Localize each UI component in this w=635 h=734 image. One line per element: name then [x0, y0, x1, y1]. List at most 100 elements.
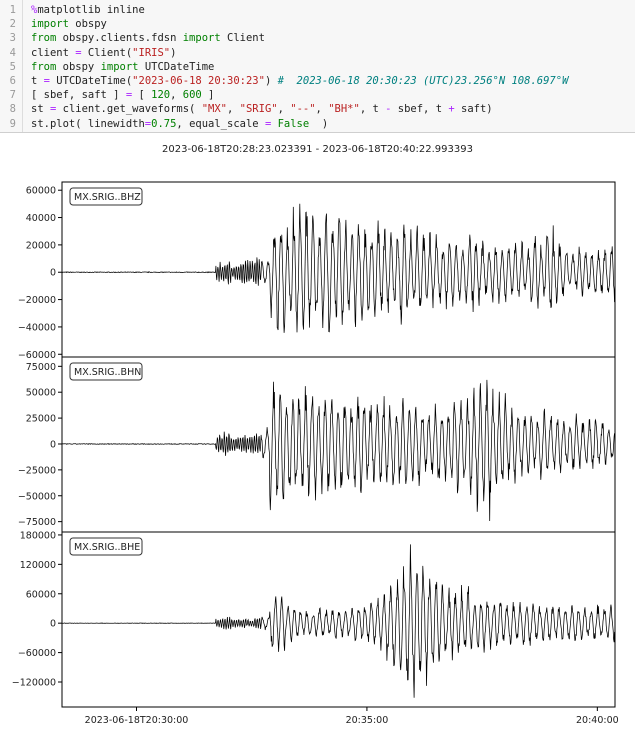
code-token: t — [31, 75, 44, 87]
y-tick-label: −75000 — [18, 517, 56, 528]
line-number-gutter — [0, 0, 23, 132]
code-token: client — [31, 46, 76, 59]
code-token: ) — [309, 117, 329, 130]
code-line[interactable]: 2 import obspy — [0, 17, 107, 32]
code-line[interactable]: 8 st = client.get_waveforms( "MX", "SRIG"… — [0, 102, 493, 117]
axes-frame — [61, 531, 616, 708]
code-token: import — [31, 18, 69, 31]
code-token: from — [31, 60, 57, 73]
y-tick-label: −20000 — [18, 295, 56, 306]
line-number: 3 — [9, 32, 16, 45]
code-token: import — [182, 32, 221, 45]
code-token: % — [31, 4, 38, 16]
code-token: = — [49, 103, 57, 116]
line-number: 7 — [9, 89, 16, 102]
code-token: + — [448, 103, 455, 116]
code-token: st.plot( linewidth — [31, 117, 145, 130]
code-line[interactable]: 5 from obspy import UTCDateTime — [0, 60, 215, 75]
code-token: ) — [264, 75, 278, 87]
code-token: [ — [132, 89, 152, 102]
y-tick-label: 120000 — [20, 560, 56, 571]
x-tick-label: 20:35:00 — [346, 715, 389, 726]
code-token: = — [264, 117, 272, 130]
axes-frame — [61, 181, 616, 358]
x-tick-label: 2023-06-18T20:30:00 — [85, 715, 189, 726]
trace-panel: 75000 50000 25000 0 −25000 −50000 −75000 MX.SRI… — [18, 356, 616, 533]
line-number: 2 — [9, 18, 16, 31]
y-tick-label: −25000 — [18, 465, 56, 476]
code-token: , — [277, 103, 291, 116]
y-tick-label: 50000 — [26, 388, 56, 399]
code-token: obspy — [56, 60, 101, 73]
code-line[interactable]: 1 %matplotlib inline — [0, 3, 145, 18]
y-tick-label: 60000 — [26, 186, 56, 197]
code-line[interactable]: 4 client = Client("IRIS") — [0, 46, 177, 61]
trace-panel: 180000 120000 60000 0 −60000 −120000 MX.SRIG..… — [12, 530, 616, 708]
line-number: 1 — [9, 4, 16, 16]
waveform-trace — [61, 203, 615, 333]
code-token: "MX" — [201, 103, 227, 116]
code-token: , — [170, 89, 183, 102]
code-token: UTCDateTime( — [49, 75, 133, 87]
y-tick-label: 0 — [50, 619, 56, 630]
code-line[interactable]: 9 st.plot( linewidth=0.75, equal_scale = … — [0, 117, 329, 132]
y-tick-label: 180000 — [20, 530, 56, 541]
trace-label: MX.SRIG..BHE — [74, 542, 140, 553]
code-token: , t — [359, 103, 386, 116]
y-tick-label: 0 — [50, 268, 56, 279]
code-token: UTCDateTime — [138, 60, 215, 73]
y-tick-label: 60000 — [26, 589, 56, 600]
y-tick-label: −60000 — [18, 648, 56, 659]
code-token: , — [227, 103, 240, 116]
code-token: client.get_waveforms( — [56, 103, 202, 116]
y-tick-label: 40000 — [26, 213, 56, 224]
code-token: = — [125, 89, 133, 102]
code-token: 600 — [182, 89, 202, 102]
code-token: 120 — [151, 89, 171, 102]
code-line[interactable]: 7 [ sbef, saft ] = [ 120, 600 ] — [0, 88, 215, 103]
code-token: saft) — [454, 103, 493, 116]
y-tick-label: −50000 — [18, 491, 56, 502]
y-tick-label: −60000 — [18, 350, 56, 361]
line-number: 9 — [9, 117, 16, 130]
code-token: ) — [170, 46, 177, 59]
trace-label: MX.SRIG..BHZ — [74, 192, 141, 203]
code-token: - — [385, 103, 392, 116]
line-number: 5 — [9, 60, 16, 73]
code-token: "--" — [290, 103, 316, 116]
code-token: "2023-06-18 20:30:23" — [132, 75, 265, 87]
code-token: obspy.clients.fdsn — [56, 32, 183, 45]
code-token: False — [277, 117, 310, 130]
code-token: from — [31, 32, 57, 45]
code-token: = — [144, 117, 152, 130]
code-token: import — [100, 60, 139, 73]
trace-label-box — [69, 362, 143, 381]
y-tick-label: −120000 — [12, 678, 56, 689]
code-token: ] — [201, 89, 215, 102]
x-tick-label: 20:40:00 — [576, 715, 619, 726]
code-token: "BH*" — [328, 103, 360, 116]
code-token: sbef, t — [391, 103, 449, 116]
line-number: 6 — [9, 75, 16, 87]
code-token: matplotlib inline — [37, 4, 145, 16]
code-cell[interactable]: 1 %matplotlib inline 2 import obspy 3 from ob… — [0, 0, 635, 133]
plot-title: 2023-06-18T20:28:23.023391 - 2023-06-18T… — [162, 144, 473, 155]
waveform-trace — [62, 544, 615, 698]
code-token: = — [75, 46, 82, 59]
code-token: Client( — [81, 46, 133, 59]
trace-label-box — [69, 187, 143, 206]
code-token: = — [43, 75, 50, 87]
code-token: [ sbef, saft ] — [31, 89, 126, 102]
y-tick-label: 75000 — [26, 362, 56, 373]
y-tick-label: 25000 — [26, 414, 56, 425]
code-line[interactable]: 3 from obspy.clients.fdsn import Client — [0, 31, 265, 46]
trace-label-box — [69, 537, 143, 556]
line-number: 8 — [9, 103, 16, 116]
code-token: "IRIS" — [132, 46, 171, 59]
code-token: , equal_scale — [176, 117, 265, 130]
line-number: 4 — [9, 46, 16, 59]
trace-panel: 60000 40000 20000 0 −20000 −40000 −60000 MX.SRI… — [18, 181, 616, 361]
code-token: , — [315, 103, 329, 116]
